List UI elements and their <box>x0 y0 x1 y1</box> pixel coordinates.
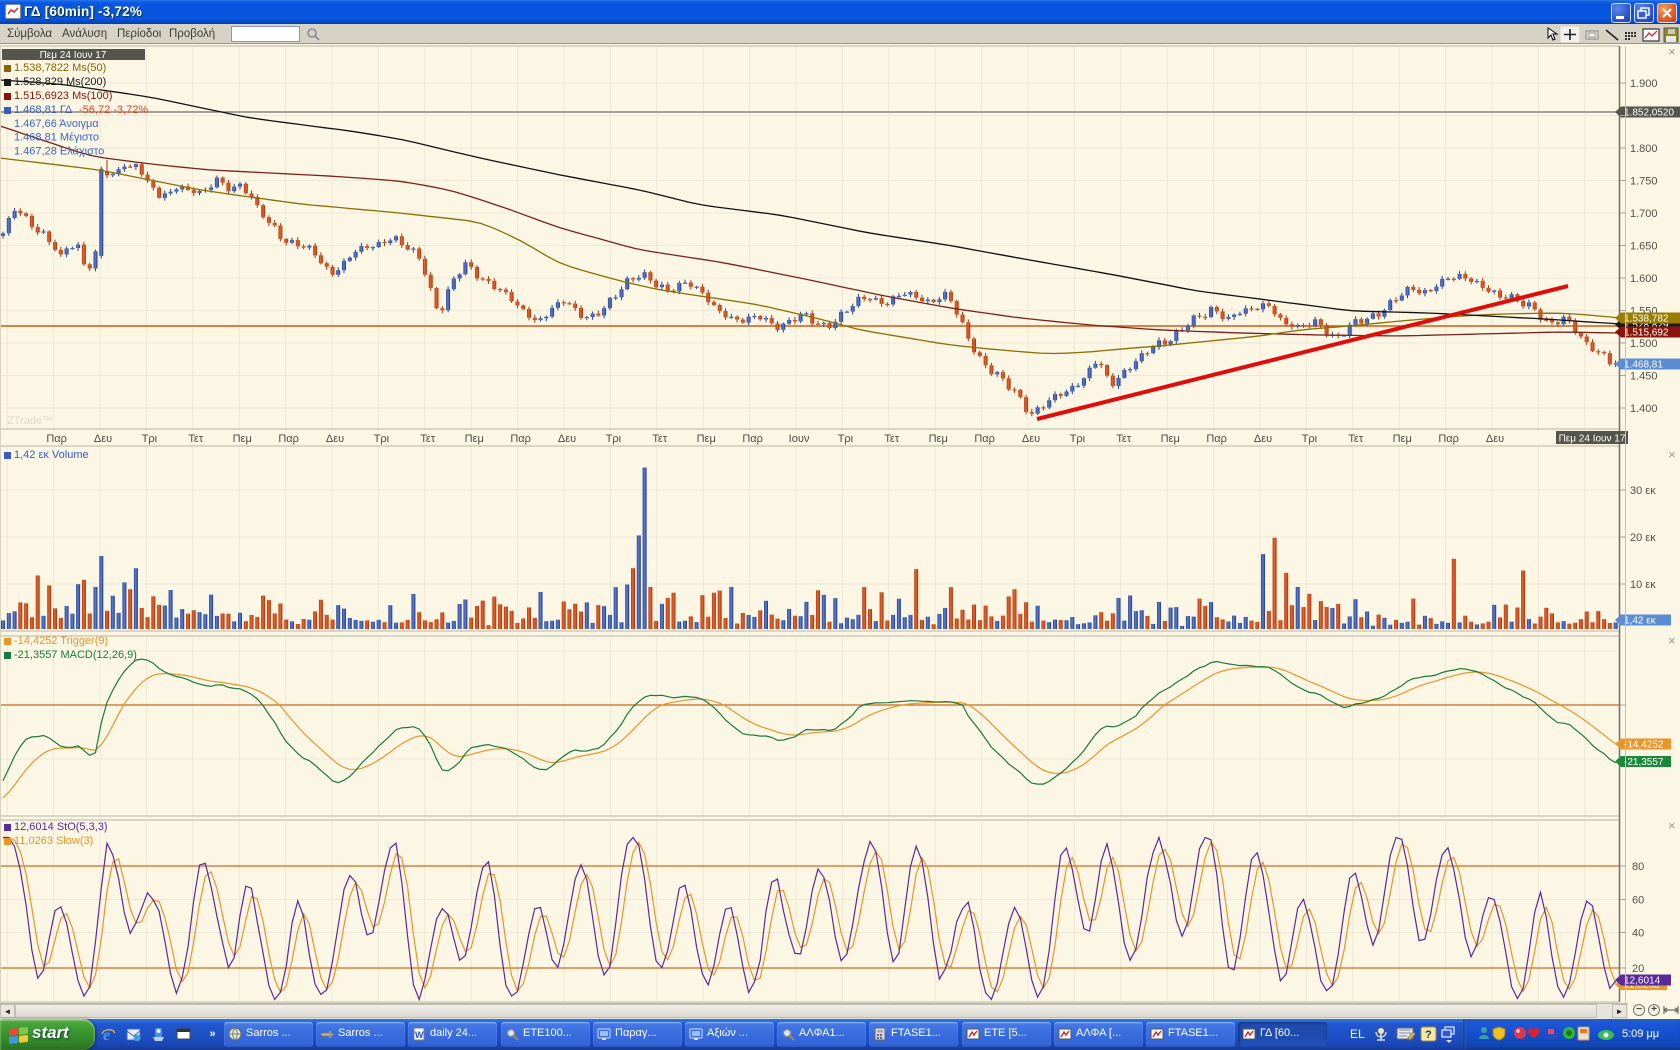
svg-text:1.467,28 Ελάχιστο: 1.467,28 Ελάχιστο <box>14 146 104 158</box>
svg-text:?: ? <box>1425 1029 1432 1041</box>
svg-text:e: e <box>103 1027 110 1043</box>
svg-text:1.467,66 Άνοιγμα: 1.467,66 Άνοιγμα <box>14 118 99 130</box>
svg-text:Τρι: Τρι <box>142 433 158 445</box>
svg-text:1.650: 1.650 <box>1630 241 1658 253</box>
svg-text:1.852,0520: 1.852,0520 <box>1624 108 1674 119</box>
svg-text:1.538,782: 1.538,782 <box>1624 314 1669 325</box>
svg-text:-21,3557 MACD(12,26,9): -21,3557 MACD(12,26,9) <box>14 649 137 661</box>
svg-text:×: × <box>1668 447 1676 462</box>
svg-text:1.800: 1.800 <box>1630 143 1658 155</box>
svg-text:Τρι: Τρι <box>1070 433 1086 445</box>
svg-text:Τρι: Τρι <box>838 433 854 445</box>
svg-text:Πεμ: Πεμ <box>697 433 716 445</box>
svg-text:30 εκ: 30 εκ <box>1630 485 1656 497</box>
svg-text:-14,4252 Trigger(9): -14,4252 Trigger(9) <box>14 635 108 647</box>
svg-text:Πεμ: Πεμ <box>465 433 484 445</box>
svg-text:1.750: 1.750 <box>1630 176 1658 188</box>
svg-text:Παρ: Παρ <box>1438 433 1459 445</box>
svg-text:Τρι: Τρι <box>1302 433 1318 445</box>
svg-text:-14,4252: -14,4252 <box>1624 740 1664 751</box>
svg-text:Τετ: Τετ <box>884 433 899 445</box>
svg-text:11,0263 Slow(3): 11,0263 Slow(3) <box>14 835 93 847</box>
svg-text:Πεμ 24 Ιουν 17: Πεμ 24 Ιουν 17 <box>40 50 107 61</box>
svg-text:×: × <box>1668 818 1676 833</box>
svg-text:10 εκ: 10 εκ <box>1630 579 1656 591</box>
svg-text:Πεμ 24 Ιουν 17: Πεμ 24 Ιουν 17 <box>1559 434 1626 445</box>
svg-text:Τετ: Τετ <box>652 433 667 445</box>
svg-text:1.450: 1.450 <box>1630 371 1658 383</box>
svg-text:1.515,692: 1.515,692 <box>1624 328 1669 339</box>
svg-text:20 εκ: 20 εκ <box>1630 532 1656 544</box>
svg-text:W: W <box>415 1030 424 1040</box>
svg-text:×: × <box>1668 44 1676 59</box>
svg-text:1.468,81 ΓΔ: 1.468,81 ΓΔ <box>14 104 73 116</box>
svg-text:Παρ: Παρ <box>278 433 299 445</box>
svg-text:1.400: 1.400 <box>1630 403 1658 415</box>
svg-text:Τετ: Τετ <box>1116 433 1131 445</box>
svg-text:Δευ: Δευ <box>94 433 112 445</box>
svg-text:1.528,829 Ms(200): 1.528,829 Ms(200) <box>14 76 106 88</box>
svg-text:ZTrade™: ZTrade™ <box>7 415 53 427</box>
svg-text:Τρι: Τρι <box>606 433 622 445</box>
svg-text:Τετ: Τετ <box>420 433 435 445</box>
svg-text:1,42 εκ Volume: 1,42 εκ Volume <box>14 449 89 461</box>
svg-text:40: 40 <box>1632 928 1644 940</box>
svg-text:Τρι: Τρι <box>374 433 390 445</box>
svg-text:Πεμ: Πεμ <box>1393 433 1412 445</box>
svg-text:Δευ: Δευ <box>1022 433 1040 445</box>
svg-text:Παρ: Παρ <box>510 433 531 445</box>
svg-text:Παρ: Παρ <box>742 433 763 445</box>
svg-text:1.538,7822 Ms(50): 1.538,7822 Ms(50) <box>14 62 106 74</box>
svg-text:Πεμ: Πεμ <box>929 433 948 445</box>
svg-text:Παρ: Παρ <box>1206 433 1227 445</box>
svg-text:Δευ: Δευ <box>1486 433 1504 445</box>
svg-text:1.600: 1.600 <box>1630 273 1658 285</box>
svg-text:Δευ: Δευ <box>558 433 576 445</box>
svg-text:Τετ: Τετ <box>188 433 203 445</box>
svg-text:60: 60 <box>1632 895 1644 907</box>
svg-text:1.515,6923 Ms(100): 1.515,6923 Ms(100) <box>14 90 112 102</box>
svg-text:Παρ: Παρ <box>46 433 67 445</box>
svg-text:1.900: 1.900 <box>1630 78 1658 90</box>
svg-text:Τετ: Τετ <box>1348 433 1363 445</box>
svg-text:×: × <box>1668 633 1676 648</box>
svg-text:20: 20 <box>1632 963 1644 975</box>
svg-text:Δευ: Δευ <box>326 433 344 445</box>
svg-text:Ιουν: Ιουν <box>789 433 810 445</box>
svg-text:12,6014 StO(5,3,3): 12,6014 StO(5,3,3) <box>14 821 108 833</box>
svg-text:1.528,829: 1.528,829 <box>1624 320 1669 331</box>
svg-text:1.468,81 Μέγιστο: 1.468,81 Μέγιστο <box>14 132 99 144</box>
svg-text:-56,72 -3,72%: -56,72 -3,72% <box>79 104 148 116</box>
svg-text:-21,3557: -21,3557 <box>1624 757 1664 768</box>
svg-text:1.700: 1.700 <box>1630 208 1658 220</box>
svg-text:1,42 εκ: 1,42 εκ <box>1624 616 1657 627</box>
svg-text:1.500: 1.500 <box>1630 338 1658 350</box>
svg-text:1.468,81: 1.468,81 <box>1624 360 1663 371</box>
svg-text:Παρ: Παρ <box>974 433 995 445</box>
svg-text:Πεμ: Πεμ <box>1161 433 1180 445</box>
svg-text:80: 80 <box>1632 861 1644 873</box>
svg-text:Πεμ: Πεμ <box>233 433 252 445</box>
svg-text:12,6014: 12,6014 <box>1624 976 1661 987</box>
svg-text:Δευ: Δευ <box>1254 433 1272 445</box>
